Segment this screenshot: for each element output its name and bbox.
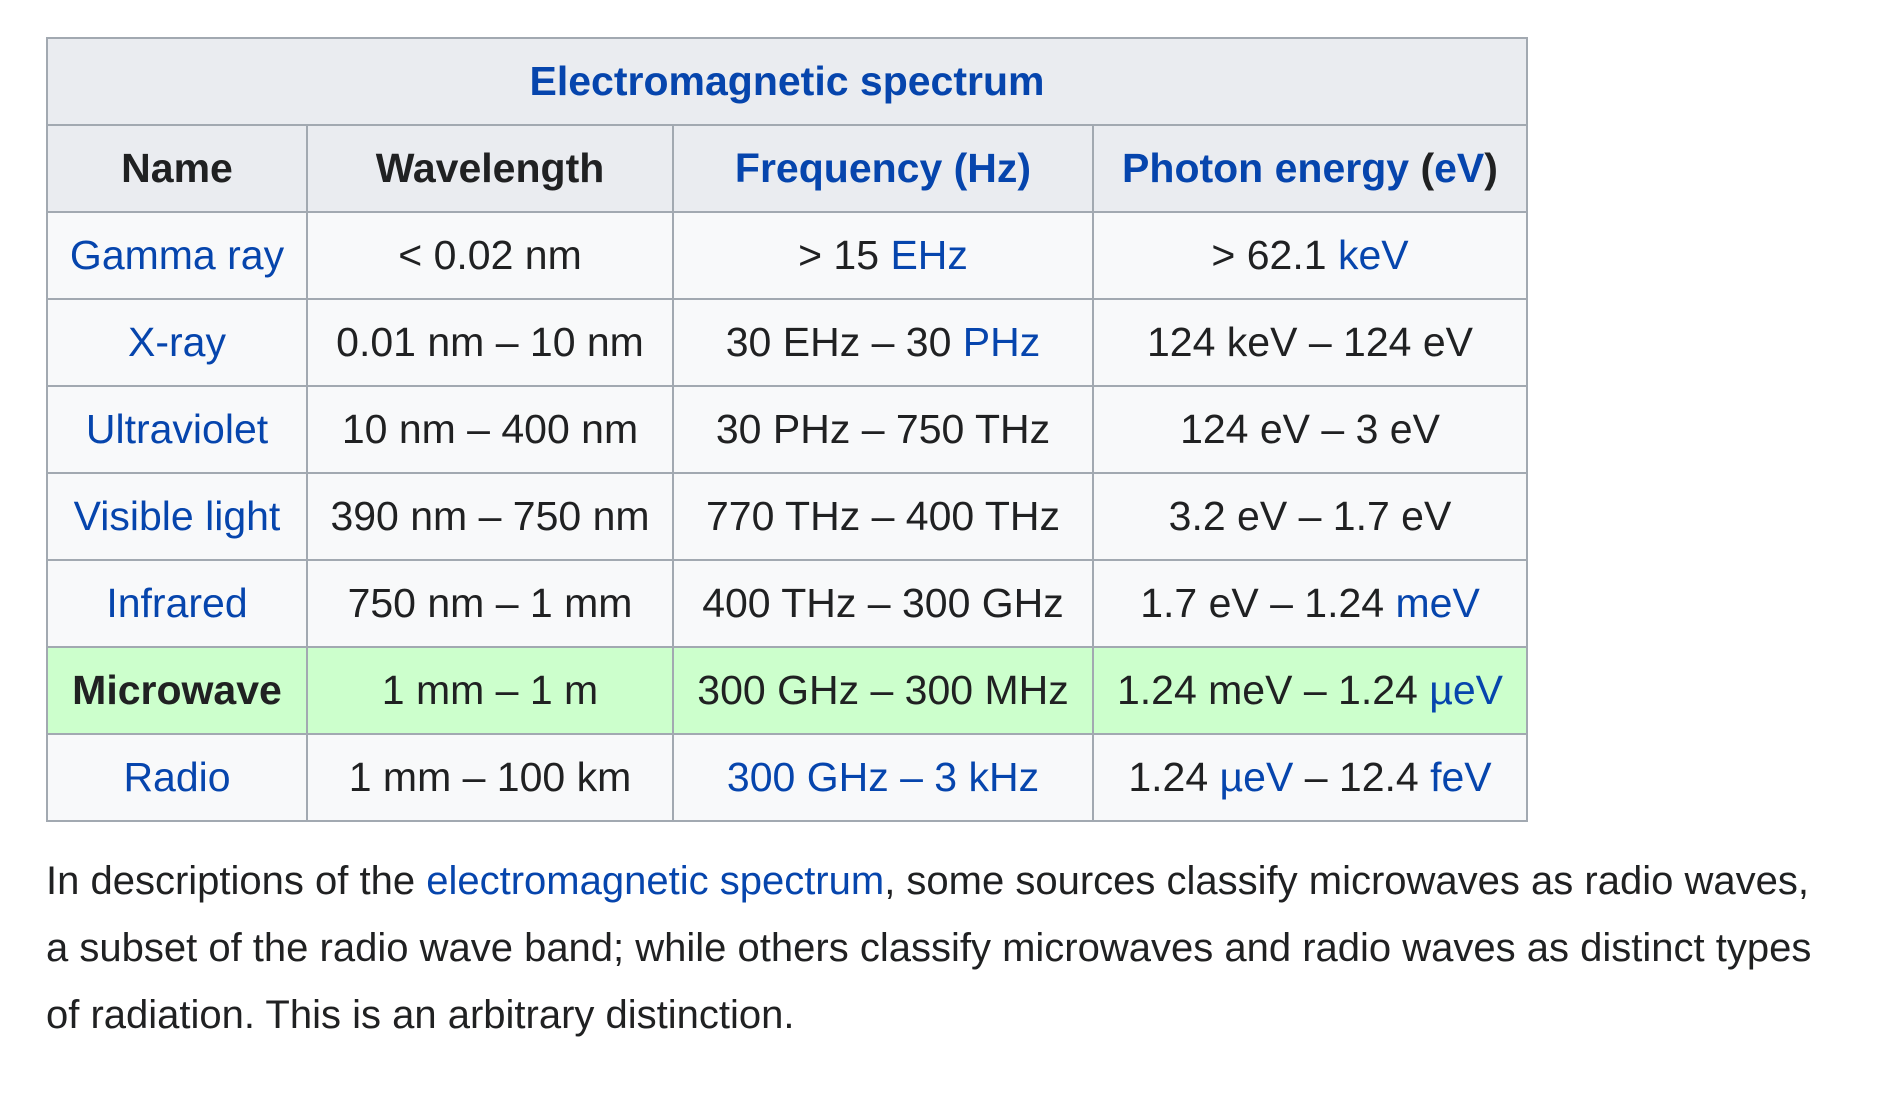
frequency-text: > 15 <box>798 232 891 278</box>
infrared-link[interactable]: Infrared <box>106 580 248 626</box>
frequency-cell: 770 THz – 400 THz <box>672 472 1094 561</box>
frequency-cell: 400 THz – 300 GHz <box>672 559 1094 648</box>
photon-energy-link[interactable]: Photon energy <box>1122 145 1410 191</box>
energy-cell: 1.7 eV – 1.24 meV <box>1092 559 1528 648</box>
energy-unit-open: ( <box>1409 145 1435 191</box>
name-cell[interactable]: Infrared <box>46 559 308 648</box>
wavelength-cell: 10 nm – 400 nm <box>306 385 674 474</box>
name-cell[interactable]: Gamma ray <box>46 211 308 300</box>
wavelength-cell: 750 nm – 1 mm <box>306 559 674 648</box>
frequency-cell[interactable]: 300 GHz – 3 kHz <box>672 733 1094 822</box>
energy-unit-close: ) <box>1484 145 1498 191</box>
ehz-link[interactable]: EHz <box>890 232 968 278</box>
header-name: Name <box>46 124 308 213</box>
name-cell[interactable]: Radio <box>46 733 308 822</box>
table-row-ultraviolet: Ultraviolet 10 nm – 400 nm 30 PHz – 750 … <box>46 385 1528 474</box>
wavelength-cell: 1 mm – 1 m <box>306 646 674 735</box>
name-cell[interactable]: X-ray <box>46 298 308 387</box>
energy-text: 1.7 eV – 1.24 <box>1140 580 1396 626</box>
table-row-x-ray: X-ray 0.01 nm – 10 nm 30 EHz – 30 PHz 12… <box>46 298 1528 387</box>
spectrum-table-container: Electromagnetic spectrum Name Wavelength… <box>46 37 1528 822</box>
energy-text: – 12.4 <box>1293 754 1431 800</box>
energy-text: > 62.1 <box>1211 232 1338 278</box>
gamma-ray-link[interactable]: Gamma ray <box>69 232 285 278</box>
phz-link[interactable]: PHz <box>962 319 1041 365</box>
ultraviolet-link[interactable]: Ultraviolet <box>85 406 269 452</box>
name-cell[interactable]: Ultraviolet <box>46 385 308 474</box>
x-ray-link[interactable]: X-ray <box>128 319 226 365</box>
radio-frequency-link[interactable]: 300 GHz – 3 kHz <box>726 754 1040 800</box>
frequency-cell: 30 EHz – 30 PHz <box>672 298 1094 387</box>
energy-cell: 1.24 µeV – 12.4 feV <box>1092 733 1528 822</box>
energy-cell: > 62.1 keV <box>1092 211 1528 300</box>
electromagnetic-spectrum-link[interactable]: electromagnetic spectrum <box>426 859 885 903</box>
frequency-link[interactable]: Frequency (Hz) <box>734 145 1032 191</box>
ev-link[interactable]: eV <box>1434 145 1485 191</box>
table-caption[interactable]: Electromagnetic spectrum <box>46 37 1528 126</box>
wavelength-cell: 1 mm – 100 km <box>306 733 674 822</box>
energy-cell: 124 keV – 124 eV <box>1092 298 1528 387</box>
header-wavelength: Wavelength <box>306 124 674 213</box>
caption-row: Electromagnetic spectrum <box>46 37 1528 126</box>
frequency-text: 30 EHz – 30 <box>725 319 963 365</box>
wavelength-cell: < 0.02 nm <box>306 211 674 300</box>
table-row-visible-light: Visible light 390 nm – 750 nm 770 THz – … <box>46 472 1528 561</box>
energy-cell: 124 eV – 3 eV <box>1092 385 1528 474</box>
header-photon-energy: Photon energy (eV) <box>1092 124 1528 213</box>
mev-link[interactable]: meV <box>1395 580 1480 626</box>
spectrum-table: Electromagnetic spectrum Name Wavelength… <box>46 37 1528 822</box>
microev-link[interactable]: µeV <box>1219 754 1294 800</box>
energy-cell: 1.24 meV – 1.24 µeV <box>1092 646 1528 735</box>
header-frequency[interactable]: Frequency (Hz) <box>672 124 1094 213</box>
energy-text: 1.24 <box>1128 754 1220 800</box>
kev-link[interactable]: keV <box>1337 232 1409 278</box>
radio-link[interactable]: Radio <box>123 754 231 800</box>
table-row-radio: Radio 1 mm – 100 km 300 GHz – 3 kHz 1.24… <box>46 733 1528 822</box>
header-row: Name Wavelength Frequency (Hz) Photon en… <box>46 124 1528 213</box>
wavelength-cell: 390 nm – 750 nm <box>306 472 674 561</box>
description-paragraph: In descriptions of the electromagnetic s… <box>46 848 1826 1049</box>
visible-light-link[interactable]: Visible light <box>73 493 281 539</box>
fev-link[interactable]: feV <box>1430 754 1492 800</box>
frequency-cell: 30 PHz – 750 THz <box>672 385 1094 474</box>
paragraph-text: In descriptions of the <box>46 859 427 903</box>
energy-text: 1.24 meV – 1.24 <box>1116 667 1430 713</box>
table-row-infrared: Infrared 750 nm – 1 mm 400 THz – 300 GHz… <box>46 559 1528 648</box>
microev-link[interactable]: µeV <box>1429 667 1504 713</box>
frequency-cell: 300 GHz – 300 MHz <box>672 646 1094 735</box>
name-cell-current: Microwave <box>46 646 308 735</box>
name-cell[interactable]: Visible light <box>46 472 308 561</box>
paragraph-text: , some sources classify microwaves as ra… <box>46 859 1812 1037</box>
wavelength-cell: 0.01 nm – 10 nm <box>306 298 674 387</box>
energy-cell: 3.2 eV – 1.7 eV <box>1092 472 1528 561</box>
frequency-cell: > 15 EHz <box>672 211 1094 300</box>
table-row-microwave: Microwave 1 mm – 1 m 300 GHz – 300 MHz 1… <box>46 646 1528 735</box>
table-row-gamma-ray: Gamma ray < 0.02 nm > 15 EHz > 62.1 keV <box>46 211 1528 300</box>
caption-link[interactable]: Electromagnetic spectrum <box>529 58 1045 104</box>
